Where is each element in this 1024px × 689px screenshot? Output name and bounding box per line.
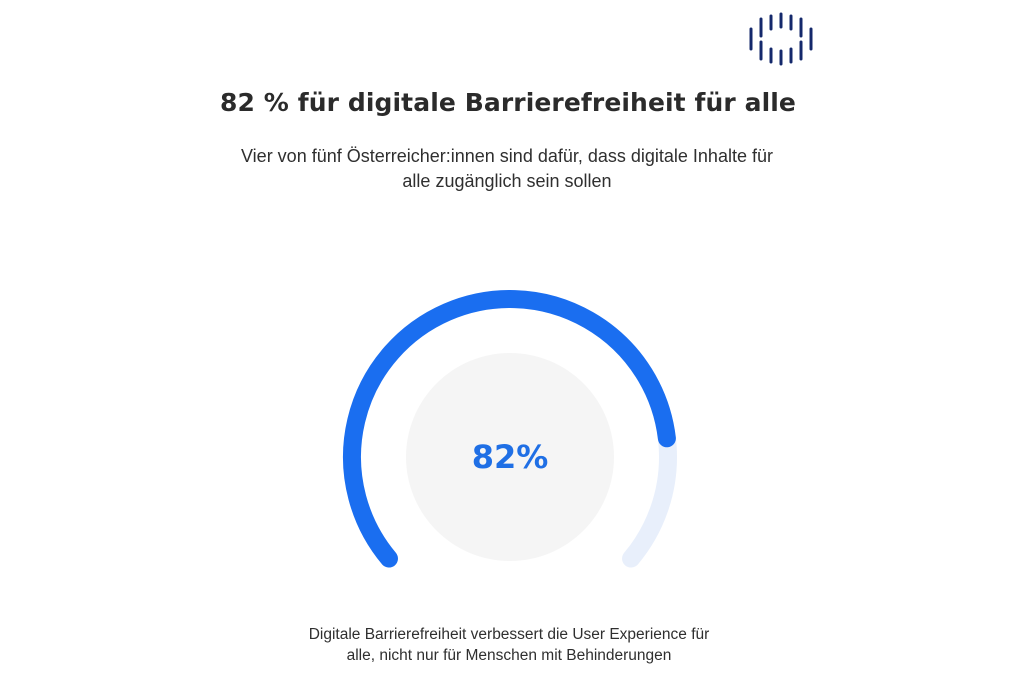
- chart-title: 82 % für digitale Barrierefreiheit für a…: [219, 88, 796, 117]
- gauge-center-disc: [406, 353, 614, 561]
- brand-bars-logo-icon: [749, 12, 813, 66]
- gauge-value-label: 82%: [472, 438, 549, 476]
- gauge-fill-arc: [343, 290, 676, 568]
- chart-subtitle: Vier von fünf Österreicher:innen sind da…: [241, 146, 773, 191]
- gauge-chart: 82%: [343, 290, 677, 568]
- footnote-text: Digitale Barrierefreiheit verbessert die…: [308, 626, 710, 664]
